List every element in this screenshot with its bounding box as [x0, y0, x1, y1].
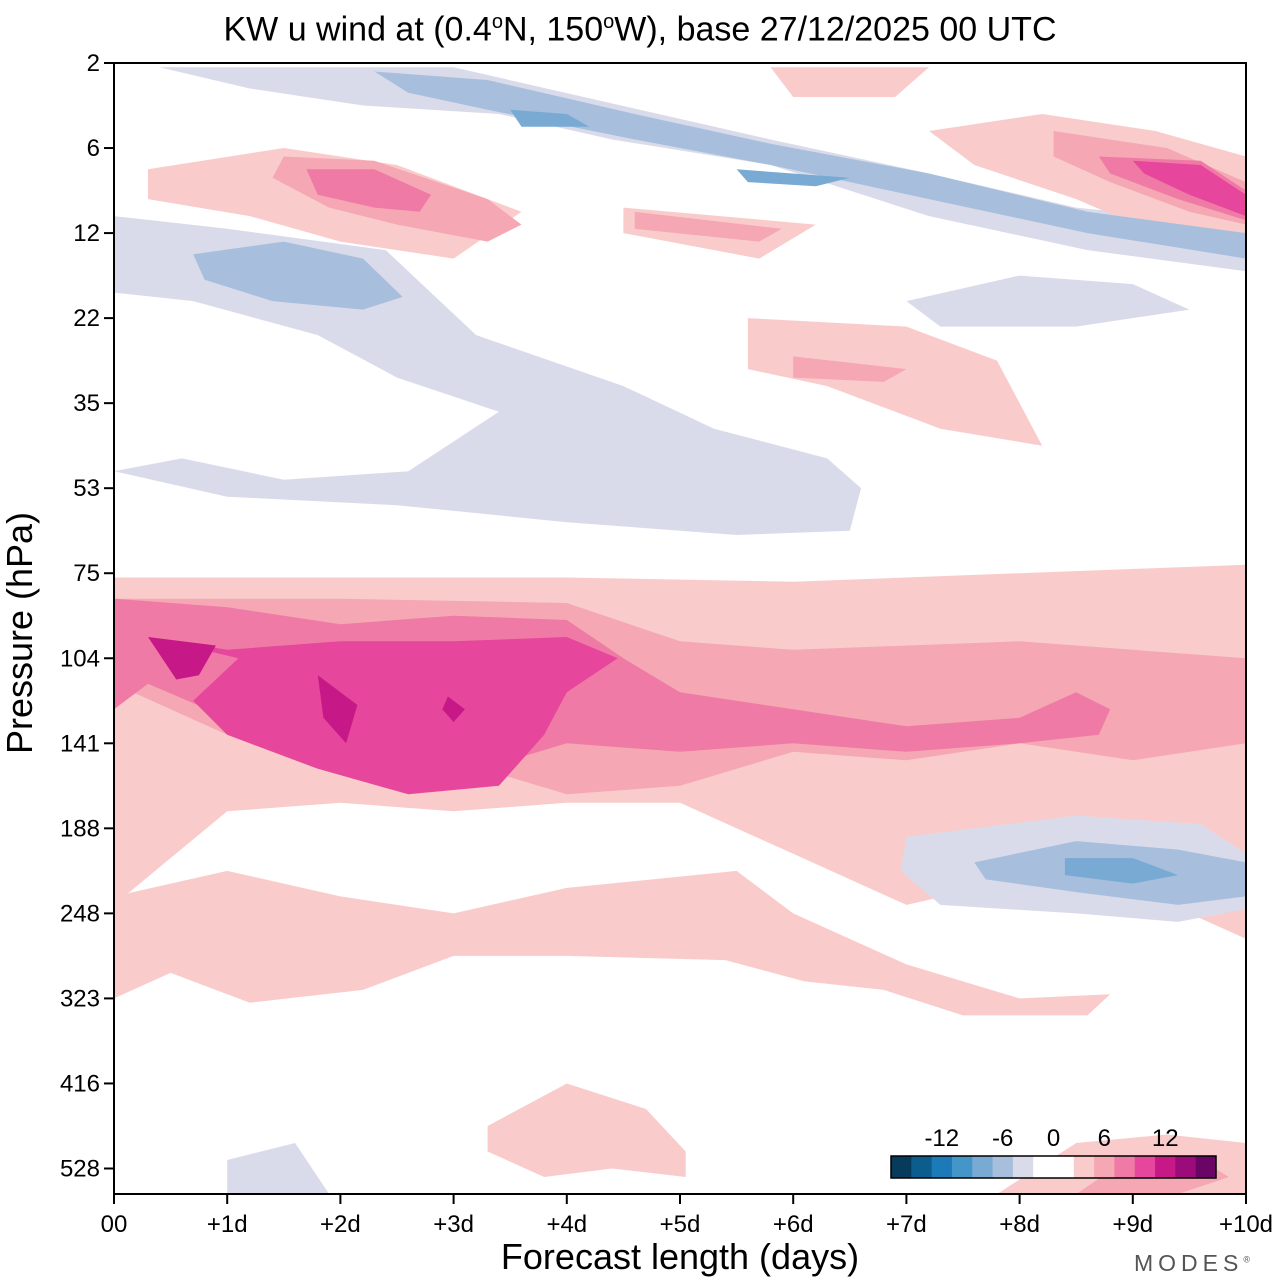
x-tick-label: +2d: [320, 1211, 361, 1238]
y-tick-label: 53: [73, 475, 100, 502]
y-tick-label: 12: [73, 220, 100, 247]
x-tick-label: +4d: [546, 1211, 587, 1238]
colorbar-swatch: [1114, 1156, 1136, 1178]
x-tick-label: +5d: [660, 1211, 701, 1238]
colorbar-label: -12: [924, 1125, 959, 1152]
y-tick-label: 75: [73, 560, 100, 587]
contour-positive-level-4: [148, 637, 618, 795]
title-part: W), base 27/12/2025 00 UTC: [614, 10, 1057, 49]
contour-negative-level-2: [193, 241, 403, 310]
contour-positive-level-5: [442, 696, 465, 722]
contour-negative-level-3: [736, 169, 850, 187]
y-tick-label: 416: [60, 1070, 100, 1097]
degree-sign: o: [491, 11, 503, 33]
y-tick-label: 528: [60, 1155, 100, 1182]
contour-negative-level-2: [374, 71, 1246, 259]
modes-logo: MODES®: [1134, 1250, 1250, 1277]
colorbar-frame: [890, 1155, 1217, 1179]
x-tick-label: +7d: [886, 1211, 927, 1238]
colorbar: -12 -6 0 6 12: [890, 1125, 1217, 1179]
colorbar-swatch: [1155, 1156, 1176, 1178]
colorbar-swatch: [911, 1156, 933, 1178]
contour-positive-level-1: [770, 67, 929, 97]
contour-positive-level-3: [306, 169, 431, 212]
colorbar-swatch: [931, 1156, 953, 1178]
colorbar-label: 6: [1098, 1125, 1111, 1152]
colorbar-swatch: [1073, 1156, 1095, 1178]
x-tick-label: +1d: [207, 1211, 248, 1238]
colorbar-label: -6: [992, 1125, 1013, 1152]
colorbar-swatch: [992, 1156, 1014, 1178]
y-axis-title: Pressure (hPa): [0, 511, 40, 755]
title-part: N, 150: [502, 10, 604, 49]
colorbar-swatch: [1094, 1156, 1115, 1178]
y-tick-label: 35: [73, 390, 100, 417]
colorbar-swatch: [1033, 1156, 1054, 1178]
y-tick-label: 2: [87, 50, 100, 77]
x-axis-title: Forecast length (days): [500, 1236, 860, 1277]
colorbar-swatch: [1134, 1156, 1156, 1178]
contour-positive-level-2: [634, 211, 782, 242]
colorbar-swatch: [1053, 1156, 1075, 1178]
x-tick-label: +8d: [999, 1211, 1040, 1238]
y-tick-label: 323: [60, 985, 100, 1012]
y-tick-label: 188: [60, 815, 100, 842]
colorbar-label: 12: [1152, 1125, 1179, 1152]
contour-positive-level-1: [114, 870, 1111, 1016]
degree-sign: o: [603, 11, 615, 33]
contour-positive-level-1: [747, 318, 1043, 446]
colorbar-swatch: [1012, 1156, 1034, 1178]
contour-positive-level-5: [317, 675, 358, 744]
contour-fills: [114, 67, 1246, 1194]
title-part: KW u wind at (0.4: [223, 10, 492, 49]
y-tick-label: 22: [73, 305, 100, 332]
y-tick-label: 6: [87, 135, 100, 162]
colorbar-swatch: [972, 1156, 994, 1178]
colorbar-swatch: [1175, 1156, 1197, 1178]
colorbar-label: 0: [1047, 1125, 1060, 1152]
x-tick-label: +3d: [433, 1211, 474, 1238]
contour-negative-level-1: [159, 67, 1246, 272]
chart-title: KW u wind at (0.4oN, 150oW), base 27/12/…: [0, 0, 1280, 51]
x-tick-label: +6d: [773, 1211, 814, 1238]
colorbar-swatch: [891, 1156, 912, 1178]
brand-mark: ®: [1243, 1254, 1250, 1265]
colorbar-swatch: [951, 1156, 973, 1178]
contour-positive-level-1: [929, 114, 1246, 242]
contour-positive-level-5: [148, 637, 216, 680]
y-tick-label: 141: [60, 730, 100, 757]
contour-negative-level-1: [227, 1143, 330, 1194]
x-tick-label: +10d: [1219, 1211, 1273, 1238]
y-tick-label: 104: [60, 645, 100, 672]
x-tick-label: +9d: [1112, 1211, 1153, 1238]
contour-positive-level-1: [487, 1083, 686, 1177]
brand-text: MODES: [1134, 1250, 1244, 1276]
colorbar-swatch: [1195, 1156, 1217, 1178]
contour-positive-level-2: [793, 356, 907, 382]
axis-ticks: 00 +1d +2d +3d +4d +5d +6d +7d +8d +9d +10d 2 6 12 22 3…: [60, 50, 1273, 1238]
contour-positive-level-4: [1132, 160, 1246, 217]
contour-negative-level-3: [1064, 858, 1179, 884]
y-tick-label: 248: [60, 900, 100, 927]
contour-negative-level-1: [906, 275, 1190, 327]
x-tick-label: 00: [101, 1211, 128, 1238]
contour-negative-level-3: [510, 109, 590, 127]
